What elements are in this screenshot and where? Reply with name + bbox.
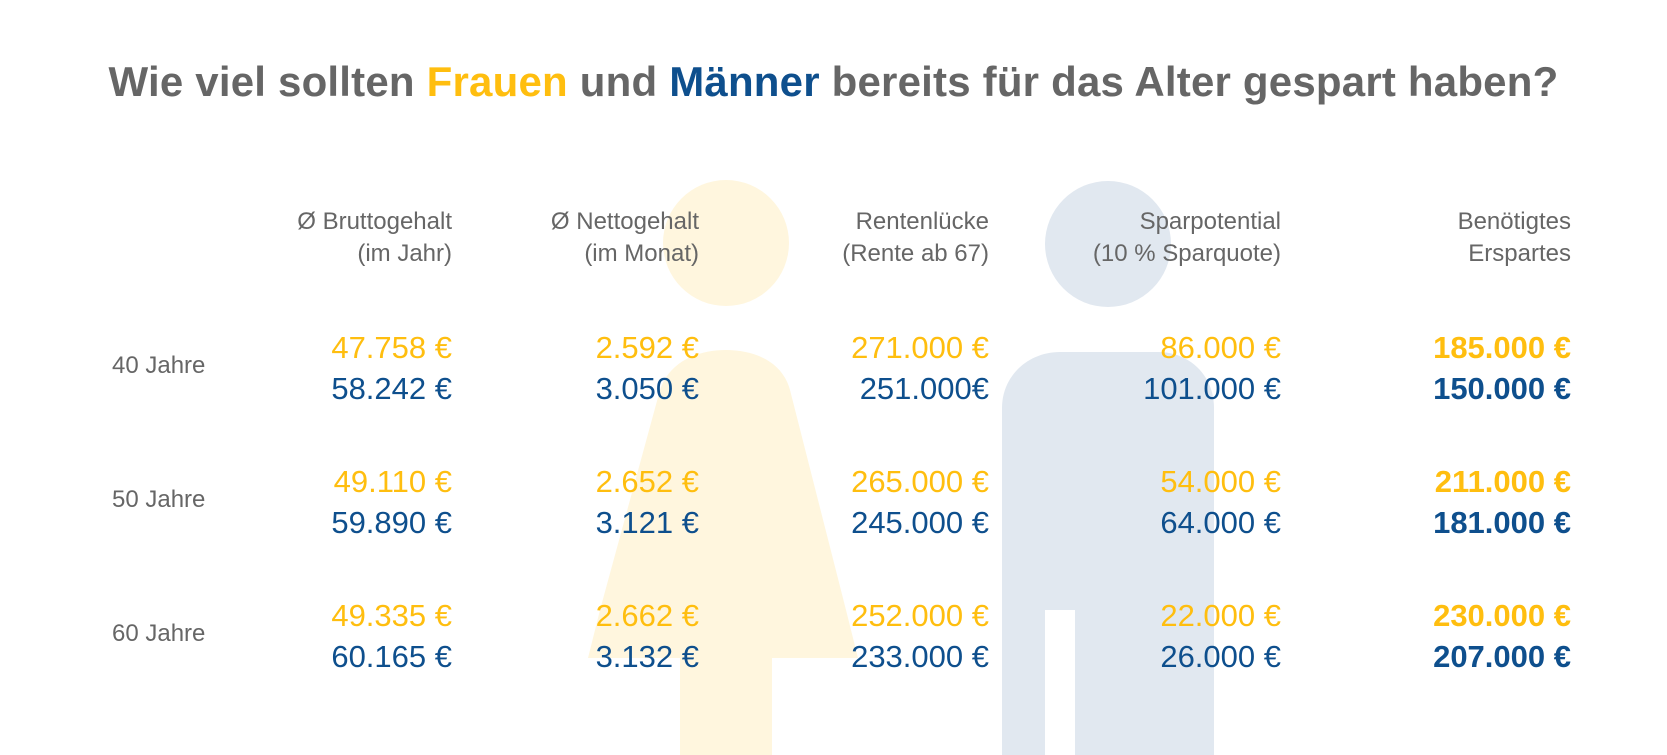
value-women: 271.000 € (851, 330, 989, 365)
cell-60-sparpotential: 22.000 € 26.000 € (1160, 595, 1281, 677)
value-women: 211.000 € (1434, 464, 1571, 499)
cell-50-netto: 2.652 € 3.121 € (596, 461, 699, 543)
cell-40-netto: 2.592 € 3.050 € (596, 327, 699, 409)
cell-60-netto: 2.662 € 3.132 € (596, 595, 699, 677)
cell-60-rentenluecke: 252.000 € 233.000 € (851, 595, 989, 677)
page-title: Wie viel sollten Frauen und Männer berei… (0, 58, 1667, 106)
title-women: Frauen (426, 58, 568, 105)
cell-40-brutto: 47.758 € 58.242 € (331, 327, 452, 409)
row-label-50: 50 Jahre (112, 486, 206, 513)
header-nettogehalt: Ø Nettogehalt (im Monat) (551, 206, 699, 270)
value-women: 185.000 € (1433, 330, 1571, 365)
value-men: 64.000 € (1160, 505, 1281, 540)
cell-50-sparpotential: 54.000 € 64.000 € (1160, 461, 1281, 543)
cell-50-brutto: 49.110 € 59.890 € (331, 461, 452, 543)
row-label-40: 40 Jahre (112, 352, 206, 379)
cell-40-rentenluecke: 271.000 € 251.000€ (851, 327, 989, 409)
value-men: 3.050 € (595, 371, 699, 406)
cell-40-erspartes: 185.000 € 150.000 € (1433, 327, 1571, 409)
header-line: (Rente ab 67) (842, 240, 989, 267)
value-men: 101.000 € (1143, 371, 1281, 406)
header-rentenluecke: Rentenlücke (Rente ab 67) (842, 206, 989, 270)
value-men: 233.000 € (851, 639, 989, 674)
value-men: 26.000 € (1160, 639, 1281, 674)
value-women: 49.335 € (331, 598, 452, 633)
value-women: 47.758 € (331, 330, 452, 365)
row-label-60: 60 Jahre (112, 620, 206, 647)
value-men: 207.000 € (1433, 639, 1571, 674)
value-women: 54.000 € (1160, 464, 1281, 499)
value-men: 3.121 € (595, 505, 699, 540)
header-line: Sparpotential (1139, 208, 1281, 235)
header-benoetigtes-erspartes: Benötigtes Erspartes (1458, 206, 1571, 270)
cell-40-sparpotential: 86.000 € 101.000 € (1143, 327, 1281, 409)
value-women: 49.110 € (333, 464, 452, 499)
value-men: 245.000 € (851, 505, 989, 540)
cell-50-erspartes: 211.000 € 181.000 € (1433, 461, 1571, 543)
header-line: Rentenlücke (855, 208, 989, 235)
header-line: Ø Nettogehalt (550, 208, 699, 235)
header-line: Erspartes (1468, 240, 1571, 267)
title-part2: und (567, 58, 670, 105)
value-women: 86.000 € (1160, 330, 1281, 365)
value-men: 251.000€ (859, 371, 989, 406)
header-line: Benötigtes (1457, 208, 1571, 235)
value-women: 265.000 € (851, 464, 989, 499)
header-line: (im Jahr) (357, 240, 452, 267)
value-men: 58.242 € (331, 371, 452, 406)
title-men: Männer (669, 58, 820, 105)
title-part1: Wie viel sollten (108, 58, 427, 105)
value-women: 2.592 € (595, 330, 699, 365)
cell-60-brutto: 49.335 € 60.165 € (331, 595, 452, 677)
value-women: 22.000 € (1160, 598, 1281, 633)
value-men: 150.000 € (1433, 371, 1571, 406)
header-bruttogehalt: Ø Bruttogehalt (im Jahr) (297, 206, 452, 270)
value-men: 59.890 € (331, 505, 452, 540)
cell-50-rentenluecke: 265.000 € 245.000 € (851, 461, 989, 543)
value-men: 3.132 € (595, 639, 699, 674)
value-women: 252.000 € (851, 598, 989, 633)
value-men: 181.000 € (1433, 505, 1571, 540)
cell-60-erspartes: 230.000 € 207.000 € (1433, 595, 1571, 677)
header-sparpotential: Sparpotential (10 % Sparquote) (1093, 206, 1281, 270)
header-line: Ø Bruttogehalt (297, 208, 452, 235)
value-women: 2.662 € (595, 598, 699, 633)
value-women: 230.000 € (1433, 598, 1571, 633)
header-line: (10 % Sparquote) (1092, 240, 1281, 267)
value-men: 60.165 € (331, 639, 452, 674)
value-women: 2.652 € (595, 464, 699, 499)
title-part3: bereits für das Alter gespart haben? (819, 58, 1559, 105)
header-line: (im Monat) (584, 240, 699, 267)
